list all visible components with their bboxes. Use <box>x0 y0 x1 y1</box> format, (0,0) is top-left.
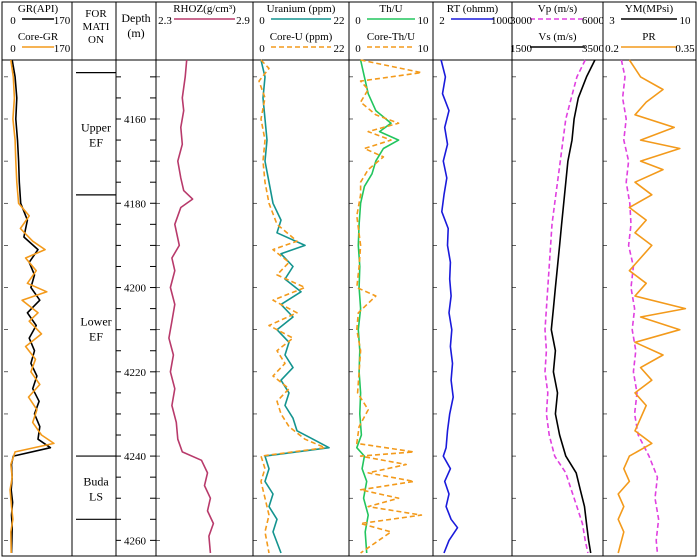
track-header-max: 170 <box>54 15 71 27</box>
formation-zone-label: Buda <box>83 475 109 489</box>
log-curve-rt <box>440 59 459 554</box>
track-header-max: 0.35 <box>675 43 695 55</box>
depth-tick-label: 4240 <box>124 451 147 463</box>
track-header-name: RT (ohmm) <box>447 3 499 15</box>
track-header-min: 3 <box>609 15 615 27</box>
depth-axis-unit: (m) <box>127 26 144 40</box>
track-header-max: 1000 <box>491 15 514 27</box>
log-curves <box>9 59 687 554</box>
track-header-name: Vs (m/s) <box>538 31 577 43</box>
track-header-max: 22 <box>334 43 345 55</box>
track-header-min: 0 <box>355 15 361 27</box>
depth-tick-label: 4200 <box>124 283 147 295</box>
log-curve-rhoz <box>168 59 215 554</box>
track-header-name: Core-Th/U <box>367 31 415 43</box>
track-header-max: 2.9 <box>236 15 250 27</box>
log-curve-ym <box>620 59 660 554</box>
log-curve-vel <box>550 59 596 554</box>
track-header-name: Core-GR <box>18 31 59 43</box>
track-header-max: 6000 <box>582 15 605 27</box>
depth-tick-label: 4220 <box>124 367 147 379</box>
track-header-min: 1500 <box>510 43 533 55</box>
track-header-name: RHOZ(g/cm³) <box>173 3 236 15</box>
track-header-min: 3000 <box>510 15 533 27</box>
depth-axis-label: Depth <box>121 11 150 25</box>
track-header-name: Th/U <box>379 3 402 15</box>
track-header-min: 0 <box>259 15 265 27</box>
track-header-max: 22 <box>334 15 345 27</box>
track-header-name: Vp (m/s) <box>538 3 578 15</box>
track-header-min: 0 <box>259 43 265 55</box>
log-curve-gr <box>9 59 55 554</box>
log-curve-ym <box>617 59 687 554</box>
formation-zone-label: EF <box>89 136 103 150</box>
track-header-min: 0 <box>10 15 16 27</box>
formation-header: ON <box>88 34 104 46</box>
track-header-name: PR <box>642 31 656 43</box>
track-header-max: 3500 <box>582 43 605 55</box>
track-header-min: 0 <box>355 43 361 55</box>
log-curve-thu <box>355 59 423 554</box>
formation-header: FOR <box>85 8 107 20</box>
track-header-min: 0.2 <box>605 43 619 55</box>
depth-tick-label: 4160 <box>124 114 147 126</box>
track-header-min: 2 <box>439 15 445 27</box>
track-header-min: 0 <box>10 43 16 55</box>
track-header-name: Core-U (ppm) <box>270 31 333 43</box>
track-header-name: YM(MPsi) <box>625 3 674 15</box>
track-header-max: 10 <box>680 15 692 27</box>
log-curve-vel <box>544 59 589 554</box>
track-header-name: Uranium (ppm) <box>267 3 336 15</box>
formation-zone-label: EF <box>89 329 103 343</box>
track-header-max: 170 <box>54 43 71 55</box>
formation-zone-label: Upper <box>81 121 111 135</box>
depth-tick-label: 4180 <box>124 198 147 210</box>
formation-zone-label: Lower <box>80 314 111 328</box>
log-curve-uranium <box>260 59 330 554</box>
track-header-max: 10 <box>418 43 430 55</box>
formation-header: MATI <box>83 21 110 33</box>
track-header-min: 2.3 <box>158 15 172 27</box>
log-curve-thu <box>355 59 400 554</box>
track-header-name: GR(API) <box>18 3 59 15</box>
log-curve-uranium <box>258 59 326 554</box>
depth-tick-label: 4260 <box>124 535 147 547</box>
track-header-max: 10 <box>418 15 430 27</box>
formation-zone-label: LS <box>89 490 103 504</box>
depth-axis: Depth(m) 4160 4180 4200 4220 4240 4260 <box>116 11 156 547</box>
